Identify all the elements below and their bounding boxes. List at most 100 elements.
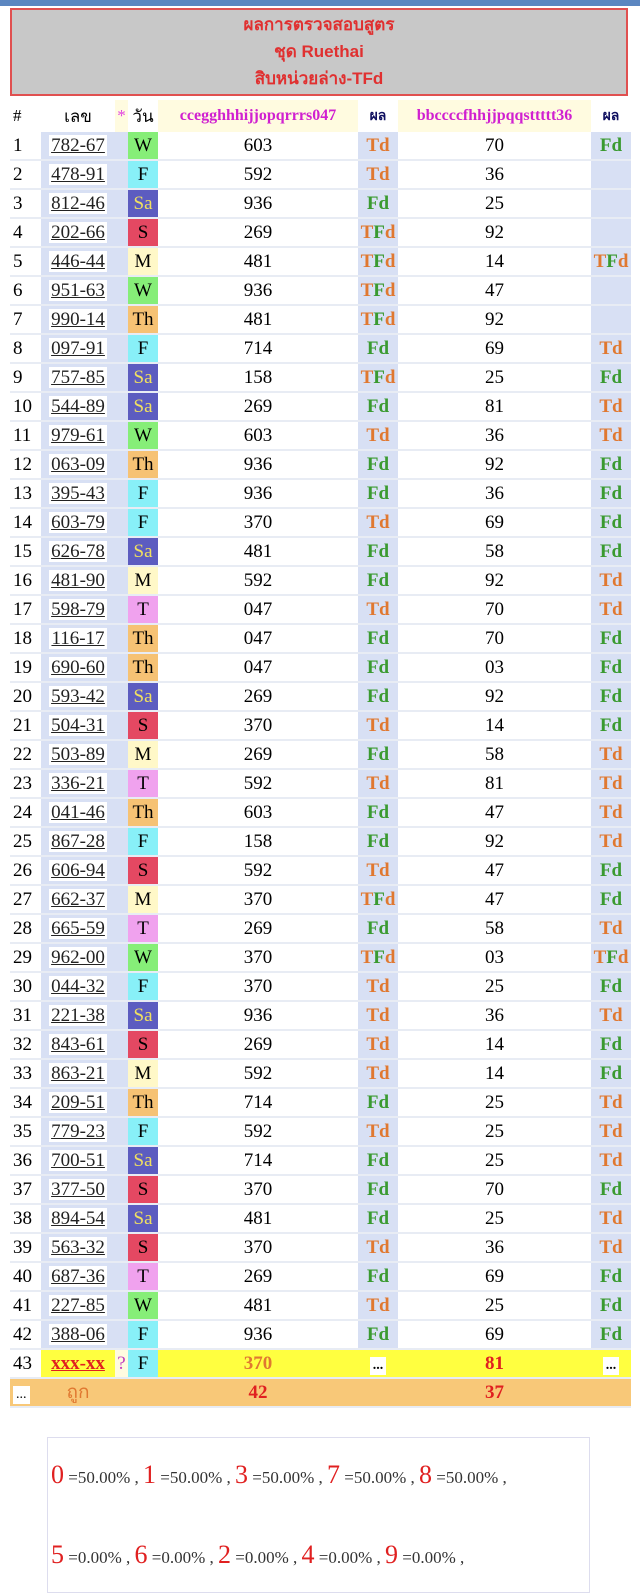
- more-button[interactable]: ...: [13, 1385, 30, 1404]
- number-cell: 544-89: [41, 392, 115, 422]
- number-link[interactable]: 598-79: [49, 598, 107, 620]
- number-cell: 690-60: [41, 653, 115, 683]
- row-index: 17: [10, 595, 41, 625]
- result-1: Fd: [358, 1204, 398, 1234]
- number-link[interactable]: 481-90: [49, 569, 107, 591]
- number-link[interactable]: 044-32: [49, 975, 107, 997]
- result-letter: d: [612, 598, 623, 620]
- number-link[interactable]: 951-63: [49, 279, 107, 301]
- number-link[interactable]: 478-91: [49, 163, 107, 185]
- result-1-text: Fd: [367, 483, 389, 504]
- result-1: Fd: [358, 1146, 398, 1176]
- next-star: ?: [115, 1349, 128, 1379]
- day-cell: Sa: [128, 363, 158, 393]
- result-letter: F: [366, 801, 379, 823]
- number-link[interactable]: 097-91: [49, 337, 107, 359]
- row-index: 33: [10, 1059, 41, 1089]
- col-formula-2[interactable]: bbccccfhhjjpqqsttttt36: [398, 100, 591, 132]
- result-letter: F: [366, 192, 379, 214]
- star-cell: [115, 334, 128, 364]
- stat-percent: =0.00% ,: [398, 1548, 465, 1567]
- row-index: 34: [10, 1088, 41, 1118]
- result-letter: F: [599, 859, 612, 881]
- number-link[interactable]: 662-37: [49, 888, 107, 910]
- stat-digit: 2: [218, 1540, 231, 1569]
- number-cell: 063-09: [41, 450, 115, 480]
- formula-2-value: 58: [398, 914, 591, 944]
- number-link[interactable]: 843-61: [49, 1033, 107, 1055]
- formula-1-value: 481: [158, 1204, 358, 1234]
- number-link[interactable]: 336-21: [49, 772, 107, 794]
- formula-1-value: 370: [158, 972, 358, 1002]
- number-link[interactable]: 544-89: [49, 395, 107, 417]
- result-letter: d: [384, 221, 396, 243]
- number-link[interactable]: 503-89: [49, 743, 107, 765]
- number-link[interactable]: 395-43: [49, 482, 107, 504]
- result-2-text: Fd: [600, 367, 622, 388]
- number-cell: 962-00: [41, 943, 115, 973]
- number-link[interactable]: 894-54: [49, 1207, 107, 1229]
- result-letter: F: [599, 1033, 612, 1055]
- number-link[interactable]: 990-14: [49, 308, 107, 330]
- table-row: 5 446-44 M 481 TFd 14 TFd: [10, 247, 631, 277]
- number-link[interactable]: 221-38: [49, 1004, 107, 1026]
- number-link[interactable]: 446-44: [49, 250, 107, 272]
- number-link[interactable]: 227-85: [49, 1294, 107, 1316]
- formula-1-value: 047: [158, 624, 358, 654]
- result-1: Fd: [358, 740, 398, 770]
- number-link[interactable]: 690-60: [49, 656, 107, 678]
- number-link[interactable]: 665-59: [49, 917, 107, 939]
- number-link[interactable]: 593-42: [49, 685, 107, 707]
- result-letter: F: [366, 1178, 379, 1200]
- number-link[interactable]: 782-67: [49, 134, 107, 156]
- formula-2-value: 14: [398, 1030, 591, 1060]
- next-number-link[interactable]: xxx-xx: [51, 1352, 105, 1374]
- row-index: 35: [10, 1117, 41, 1147]
- number-link[interactable]: 063-09: [49, 453, 107, 475]
- number-link[interactable]: 687-36: [49, 1265, 107, 1287]
- number-link[interactable]: 209-51: [49, 1091, 107, 1113]
- number-link[interactable]: 863-21: [49, 1062, 107, 1084]
- number-link[interactable]: 563-32: [49, 1236, 107, 1258]
- number-link[interactable]: 962-00: [49, 946, 107, 968]
- result-letter: d: [612, 743, 623, 765]
- result-1: TFd: [358, 305, 398, 335]
- number-link[interactable]: 757-85: [49, 366, 107, 388]
- number-link[interactable]: 041-46: [49, 801, 107, 823]
- number-link[interactable]: 626-78: [49, 540, 107, 562]
- result-2: Td: [591, 740, 631, 770]
- formula-2-value: 25: [398, 972, 591, 1002]
- result-letter: d: [611, 482, 623, 504]
- result-1-text: Fd: [367, 1092, 389, 1113]
- row-index: 30: [10, 972, 41, 1002]
- col-formula-1[interactable]: ccegghhhijjopqrrrs047: [158, 100, 358, 132]
- result-letter: F: [373, 366, 385, 388]
- result-2-text: Fd: [600, 1179, 622, 1200]
- table-row: 42 388-06 F 936 Fd 69 Fd: [10, 1320, 631, 1350]
- number-link[interactable]: 202-66: [49, 221, 107, 243]
- number-link[interactable]: 979-61: [49, 424, 107, 446]
- number-cell: 665-59: [41, 914, 115, 944]
- row-index: 19: [10, 653, 41, 683]
- number-link[interactable]: 867-28: [49, 830, 107, 852]
- result-2-text: Td: [599, 396, 622, 417]
- result-letter: T: [599, 424, 613, 446]
- number-link[interactable]: 603-79: [49, 511, 107, 533]
- number-link[interactable]: 700-51: [49, 1149, 107, 1171]
- number-cell: 503-89: [41, 740, 115, 770]
- formula-2-value: 47: [398, 856, 591, 886]
- table-row: 2 478-91 F 592 Td 36: [10, 160, 631, 190]
- result-2-text: Td: [599, 831, 622, 852]
- number-link[interactable]: 116-17: [49, 627, 107, 649]
- number-link[interactable]: 779-23: [49, 1120, 107, 1142]
- number-link[interactable]: 812-46: [49, 192, 107, 214]
- day-cell: S: [128, 856, 158, 886]
- result-letter: F: [366, 743, 379, 765]
- formula-1-value: 269: [158, 218, 358, 248]
- number-link[interactable]: 504-31: [49, 714, 107, 736]
- next-row: 43 xxx-xx ? F 370 ... 81 ...: [10, 1349, 631, 1379]
- result-letter: T: [599, 1149, 613, 1171]
- number-link[interactable]: 377-50: [49, 1178, 107, 1200]
- number-link[interactable]: 606-94: [49, 859, 107, 881]
- number-link[interactable]: 388-06: [49, 1323, 107, 1345]
